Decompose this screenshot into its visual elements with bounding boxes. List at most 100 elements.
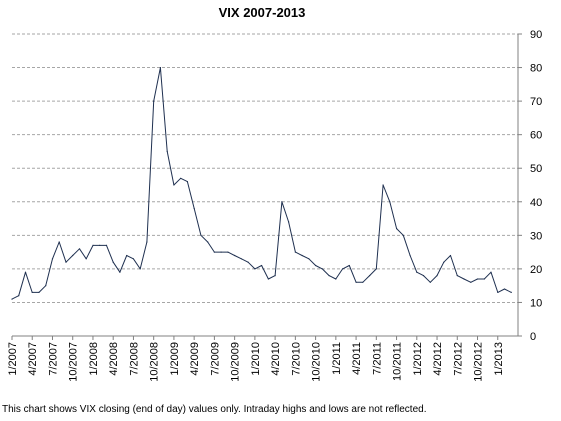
axes [11, 33, 522, 340]
data-point [355, 281, 357, 283]
y-tick-label: 40 [530, 197, 542, 209]
data-point [78, 248, 81, 250]
data-point [402, 234, 404, 236]
data-point [200, 234, 202, 236]
data-point [31, 291, 33, 293]
data-point [301, 254, 303, 257]
x-axis-ticks: 1/2007 4/2007 7/2007 10/2007 1/2008 4/2008 7/2… [7, 342, 505, 382]
vix-series-line [11, 67, 512, 300]
data-point [436, 275, 438, 277]
data-point [470, 281, 472, 283]
data-point [342, 268, 344, 270]
data-point [166, 150, 168, 152]
x-tick-label: 10/2008 [149, 342, 161, 382]
data-point [510, 291, 512, 293]
data-point [24, 271, 27, 273]
data-point [389, 201, 391, 203]
data-point [503, 288, 506, 290]
data-point [132, 258, 134, 260]
data-point [497, 291, 499, 293]
x-tick-label: 4/2010 [270, 342, 282, 376]
data-point [207, 241, 209, 243]
data-point [429, 281, 431, 283]
x-tick-label: 4/2012 [432, 342, 444, 376]
y-tick-label: 70 [530, 96, 542, 108]
y-tick-label: 0 [530, 331, 536, 343]
data-point [65, 261, 67, 263]
x-tick-label: 1/2007 [7, 342, 19, 376]
data-point [180, 177, 182, 179]
x-tick-label: 7/2011 [371, 342, 383, 375]
x-tick-label: 10/2012 [473, 342, 485, 382]
data-point [139, 268, 141, 270]
data-point [72, 254, 74, 257]
data-point [38, 291, 40, 293]
data-point [443, 261, 445, 263]
data-point [240, 258, 242, 260]
data-point [159, 67, 161, 69]
x-tick-label: 1/2012 [412, 342, 424, 376]
data-point [126, 254, 128, 257]
data-point [274, 275, 276, 277]
data-point [335, 278, 337, 280]
data-point [281, 201, 283, 203]
data-point [45, 285, 47, 287]
data-point [213, 251, 215, 253]
x-tick-label: 7/2007 [47, 342, 59, 376]
x-tick-label: 10/2007 [68, 342, 80, 382]
data-point [375, 268, 377, 270]
y-tick-label: 50 [530, 163, 542, 175]
data-point [173, 184, 175, 186]
x-tick-label: 1/2011 [331, 342, 343, 375]
data-point [321, 268, 323, 270]
data-point [348, 264, 350, 267]
data-point [315, 264, 317, 267]
y-tick-label: 60 [530, 130, 542, 142]
y-tick-label: 10 [530, 297, 542, 309]
data-point [112, 261, 114, 263]
x-tick-label: 4/2007 [27, 342, 39, 376]
x-tick-label: 7/2010 [290, 342, 302, 376]
data-point [153, 100, 155, 102]
y-tick-label: 80 [530, 63, 542, 75]
series-layer [11, 67, 512, 300]
data-point [105, 244, 108, 246]
data-point [294, 251, 296, 253]
data-point [99, 244, 101, 246]
data-point [483, 278, 485, 280]
x-tick-label: 10/2009 [230, 342, 242, 382]
data-point [146, 241, 148, 243]
data-point [254, 268, 256, 270]
x-tick-label: 10/2011 [392, 342, 404, 381]
data-point [463, 278, 465, 280]
data-point [234, 254, 236, 257]
gridlines [12, 33, 518, 303]
data-point [220, 251, 222, 253]
x-tick-label: 1/2010 [250, 342, 262, 376]
data-point [328, 275, 330, 277]
data-point [456, 275, 458, 277]
data-point [186, 181, 188, 183]
data-point [247, 261, 249, 263]
data-point [288, 221, 290, 223]
x-tick-label: 7/2012 [452, 342, 464, 376]
data-point [193, 207, 195, 210]
x-tick-label: 4/2011 [351, 342, 363, 375]
x-tick-label: 1/2009 [169, 342, 181, 376]
data-point [369, 275, 371, 277]
x-tick-label: 7/2008 [128, 342, 140, 376]
x-tick-label: 1/2013 [493, 342, 505, 376]
data-point [409, 254, 411, 257]
data-point [308, 258, 310, 260]
data-point [18, 295, 20, 297]
y-tick-label: 30 [530, 230, 542, 242]
data-point [416, 271, 418, 273]
data-point [261, 264, 263, 267]
data-point [267, 278, 269, 280]
data-point [382, 184, 384, 186]
y-axis-ticks: 0 10 20 30 40 50 60 70 80 90 [530, 29, 542, 343]
data-point [476, 278, 479, 280]
y-tick-label: 90 [530, 29, 542, 41]
data-point [58, 241, 60, 243]
